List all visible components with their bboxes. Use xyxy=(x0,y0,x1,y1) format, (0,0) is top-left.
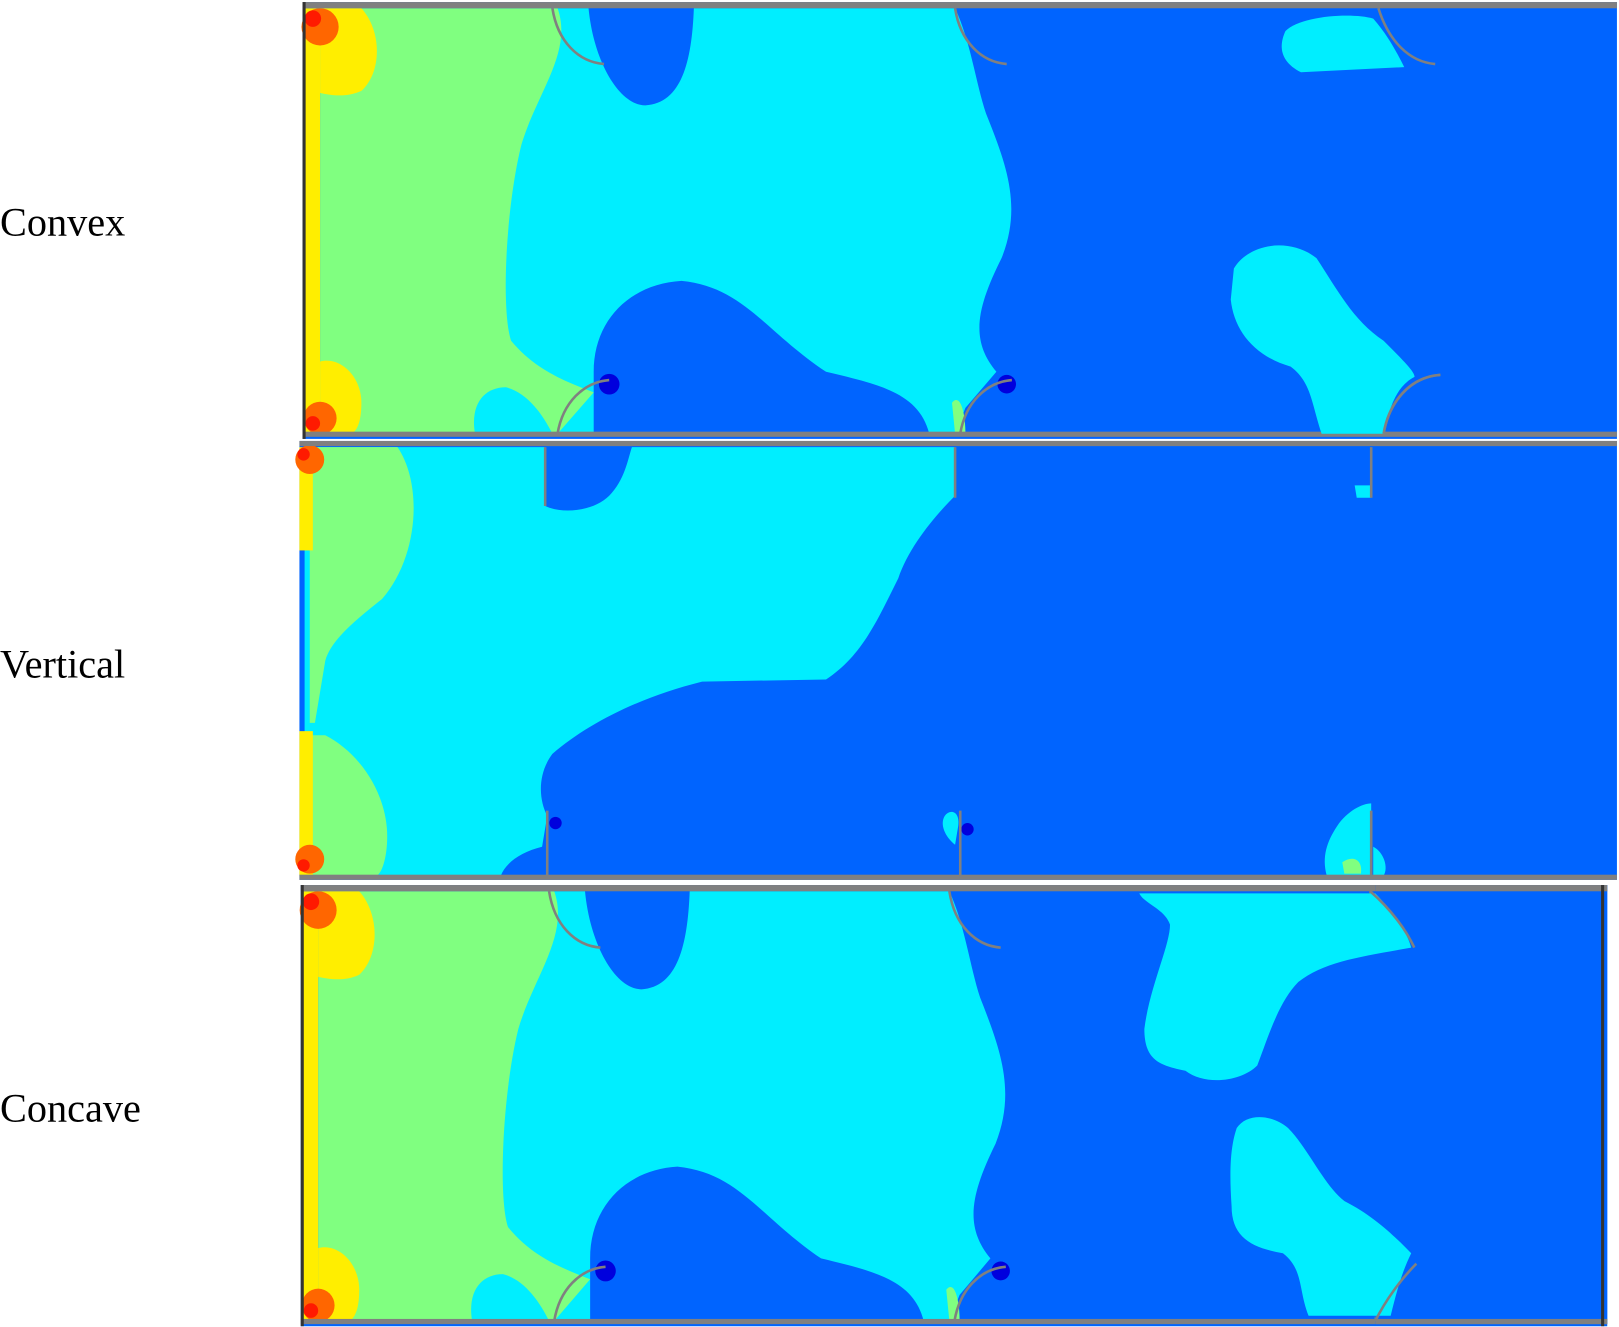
panel-label: Vertical xyxy=(0,641,125,686)
contour-plot xyxy=(300,0,1619,441)
panel-vertical: Vertical xyxy=(0,440,1617,880)
contour-plot xyxy=(295,440,1617,880)
panel-concave: Concave xyxy=(0,883,1609,1327)
panel-label: Convex xyxy=(0,199,125,244)
panel-convex: Convex xyxy=(0,0,1619,441)
panel-label: Concave xyxy=(0,1085,141,1130)
contour-plot xyxy=(298,883,1609,1327)
